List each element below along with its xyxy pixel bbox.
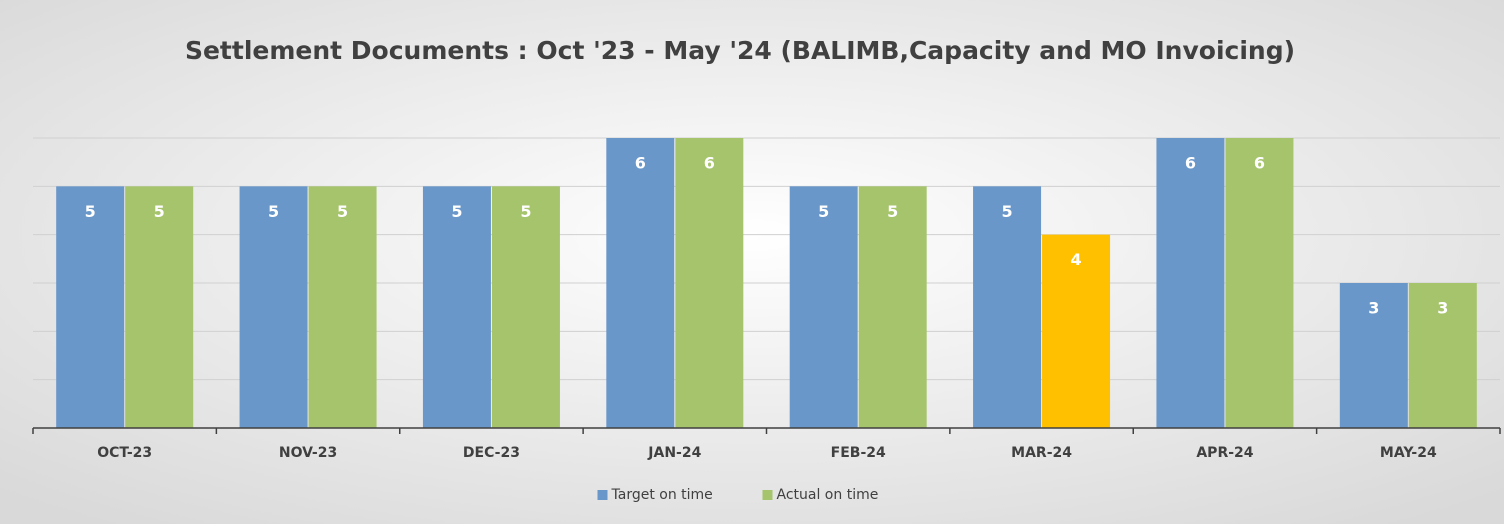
legend-swatch <box>597 490 608 500</box>
x-tick-label: APR-24 <box>1196 445 1253 461</box>
legend-label: Target on time <box>611 487 713 503</box>
data-label: 5 <box>337 202 348 221</box>
bar <box>858 186 927 428</box>
bar <box>491 186 560 428</box>
bar <box>1042 234 1111 428</box>
bar <box>1339 283 1408 428</box>
x-tick-label: FEB-24 <box>831 445 886 461</box>
data-label: 5 <box>154 202 165 221</box>
bar <box>1225 138 1294 428</box>
data-label: 6 <box>635 154 646 173</box>
bar <box>56 186 125 428</box>
x-tick-label: DEC-23 <box>463 445 520 461</box>
x-tick-label: MAR-24 <box>1011 445 1072 461</box>
data-label: 6 <box>704 154 715 173</box>
bar <box>308 186 377 428</box>
data-label: 3 <box>1437 299 1448 318</box>
data-label: 5 <box>818 202 829 221</box>
bar <box>789 186 858 428</box>
data-label: 5 <box>85 202 96 221</box>
legend-label: Actual on time <box>777 487 879 503</box>
data-label: 3 <box>1368 299 1379 318</box>
bar <box>422 186 491 428</box>
bar <box>675 138 744 428</box>
bar <box>973 186 1042 428</box>
bar <box>1156 138 1225 428</box>
data-label: 6 <box>1254 154 1265 173</box>
data-label: 5 <box>268 202 279 221</box>
legend-swatch <box>762 490 773 500</box>
bar <box>606 138 675 428</box>
data-label: 5 <box>1001 202 1012 221</box>
x-tick-label: JAN-24 <box>647 445 701 461</box>
data-label: 5 <box>520 202 531 221</box>
bar <box>239 186 308 428</box>
x-tick-label: MAY-24 <box>1380 445 1437 461</box>
data-label: 6 <box>1185 154 1196 173</box>
x-tick-label: NOV-23 <box>279 445 337 461</box>
data-label: 5 <box>887 202 898 221</box>
data-label: 4 <box>1070 250 1081 269</box>
bar <box>1408 283 1477 428</box>
chart-title: Settlement Documents : Oct '23 - May '24… <box>185 36 1295 65</box>
data-label: 5 <box>451 202 462 221</box>
x-tick-label: OCT-23 <box>97 445 152 461</box>
bar <box>125 186 194 428</box>
